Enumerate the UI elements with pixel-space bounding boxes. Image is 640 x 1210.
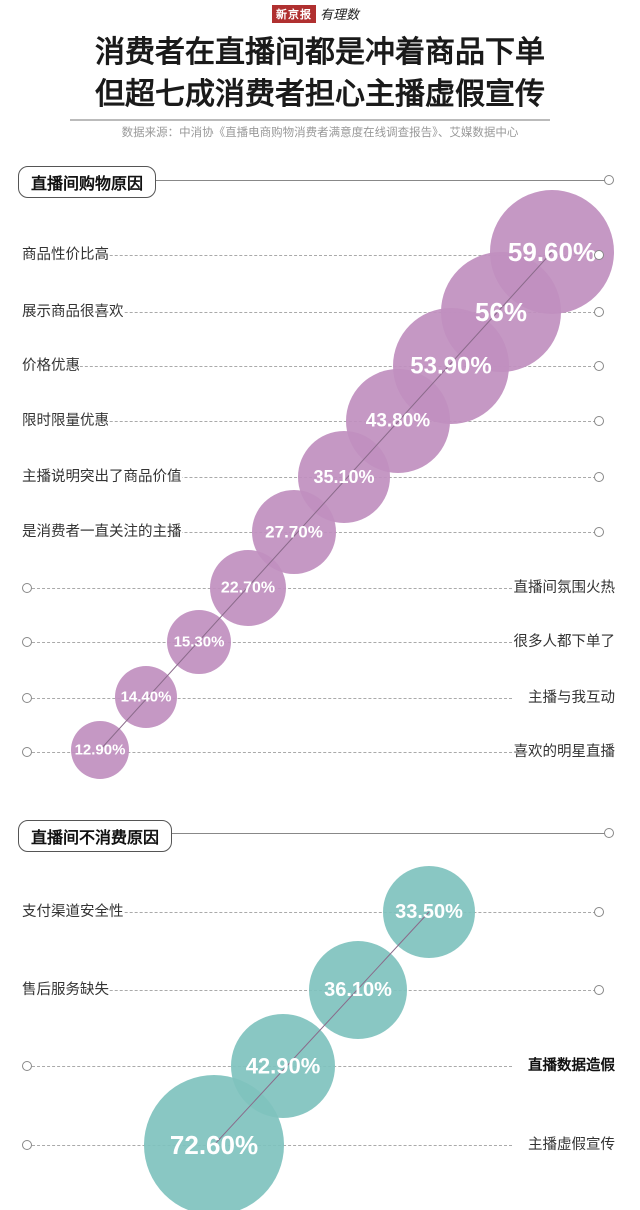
row-dashed-line bbox=[40, 255, 596, 256]
row-dashed-line bbox=[40, 366, 596, 367]
brand-logo: 新京报 有理数 bbox=[272, 4, 359, 23]
row-dashed-line bbox=[32, 642, 512, 643]
bubble-value-label: 22.70% bbox=[221, 580, 275, 597]
row-end-dot bbox=[594, 416, 604, 426]
bubble-value-label: 15.30% bbox=[174, 634, 225, 651]
row-label: 支付渠道安全性 bbox=[22, 902, 124, 922]
row-end-dot bbox=[594, 907, 604, 917]
logo-box: 新京报 bbox=[272, 4, 316, 23]
row-dashed-line bbox=[40, 421, 596, 422]
section-title-nobuy: 直播间不消费原因 bbox=[18, 820, 173, 852]
page-title-line2: 但超七成消费者担心主播虚假宣传 bbox=[95, 77, 545, 112]
row-label: 主播说明突出了商品价值 bbox=[22, 467, 182, 487]
bubble-value-label: 43.80% bbox=[366, 411, 431, 432]
row-end-dot bbox=[22, 1061, 32, 1071]
row-end-dot bbox=[22, 747, 32, 757]
row-label: 直播数据造假 bbox=[528, 1056, 615, 1076]
row-end-dot bbox=[594, 307, 604, 317]
row-label: 很多人都下单了 bbox=[513, 632, 615, 652]
row-end-dot bbox=[22, 693, 32, 703]
bubble-value-label: 59.60% bbox=[508, 237, 596, 267]
bubble-value-label: 53.90% bbox=[410, 353, 491, 380]
row-end-dot bbox=[22, 1140, 32, 1150]
row-end-dot bbox=[594, 472, 604, 482]
data-source: 数据来源：中消协《直播电商购物消费者满意度在线调查报告》、艾媒数据中心 bbox=[121, 125, 519, 139]
row-label: 售后服务缺失 bbox=[22, 980, 109, 1000]
bubble bbox=[252, 490, 336, 574]
section-title-buy: 直播间购物原因 bbox=[18, 166, 157, 198]
section-end-dot-nobuy bbox=[604, 828, 614, 838]
row-label: 限时限量优惠 bbox=[22, 411, 109, 431]
bubble-value-label: 33.50% bbox=[395, 901, 463, 923]
row-dashed-line bbox=[32, 698, 512, 699]
bubble bbox=[144, 1075, 284, 1210]
bubble-value-label: 27.70% bbox=[265, 523, 323, 542]
section-line-nobuy bbox=[165, 833, 606, 834]
bubble-value-label: 35.10% bbox=[313, 467, 374, 487]
row-end-dot bbox=[594, 361, 604, 371]
bubble-value-label: 14.40% bbox=[121, 689, 172, 706]
bubbles-buy: 59.60% 56% 53.90% 43.80% 35.10% 27.70% 22.70% 1… bbox=[71, 190, 614, 779]
logo-script: 有理数 bbox=[320, 8, 360, 23]
bubble-connector-line bbox=[99, 251, 553, 751]
row-end-dot bbox=[594, 250, 604, 260]
row-label: 展示商品很喜欢 bbox=[22, 302, 124, 322]
row-end-dot bbox=[594, 985, 604, 995]
bubble-value-label: 72.60% bbox=[170, 1130, 258, 1160]
bubble-value-label: 36.10% bbox=[324, 979, 392, 1001]
section-end-dot-buy bbox=[604, 175, 614, 185]
bubble bbox=[309, 941, 407, 1039]
bubbles-nobuy: 33.50% 36.10% 42.90% 72.60% bbox=[144, 866, 475, 1210]
row-end-dot bbox=[22, 637, 32, 647]
row-label: 是消费者一直关注的主播 bbox=[22, 522, 182, 542]
row-dashed-line bbox=[40, 912, 596, 913]
row-end-dot bbox=[594, 527, 604, 537]
bubble-value-label: 56% bbox=[475, 297, 527, 327]
row-dashed-line bbox=[40, 312, 596, 313]
row-label: 商品性价比高 bbox=[22, 245, 109, 265]
row-dashed-line bbox=[32, 752, 512, 753]
section-line-buy bbox=[150, 180, 606, 181]
row-label: 主播虚假宣传 bbox=[528, 1135, 615, 1155]
row-end-dot bbox=[22, 583, 32, 593]
row-label: 价格优惠 bbox=[22, 356, 80, 376]
bubble-value-label: 12.90% bbox=[75, 742, 126, 759]
bubble-connector-line bbox=[213, 911, 430, 1146]
row-label: 主播与我互动 bbox=[528, 688, 615, 708]
page-title-line1: 消费者在直播间都是冲着商品下单 bbox=[95, 35, 545, 70]
row-label: 喜欢的明星直播 bbox=[513, 742, 615, 762]
header-divider bbox=[70, 119, 550, 121]
bubble-value-label: 42.90% bbox=[246, 1054, 321, 1079]
bubble bbox=[210, 550, 286, 626]
row-label: 直播间氛围火热 bbox=[513, 578, 615, 598]
